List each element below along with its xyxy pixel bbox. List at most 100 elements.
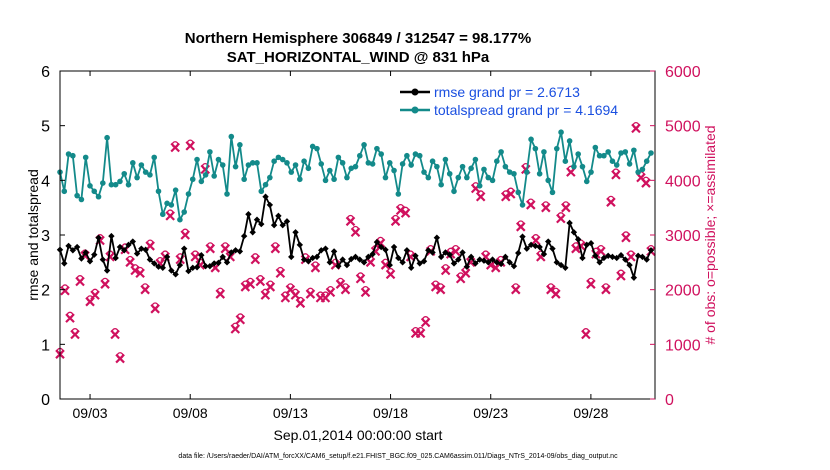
obs-assimilated-point	[165, 211, 175, 221]
obs-assimilated-point	[250, 254, 261, 265]
rmse-point	[356, 256, 363, 263]
y-tick-label-right: 3000	[665, 228, 701, 245]
obs-assimilated-point	[440, 265, 451, 276]
rmse-point	[193, 264, 201, 271]
rmse-point	[159, 264, 166, 271]
obs-assimilated-point	[510, 284, 521, 295]
obs-assimilated-point	[586, 279, 596, 289]
totalspread-point	[249, 160, 256, 166]
rmse-point	[497, 260, 505, 268]
totalspread-point	[241, 176, 247, 183]
rmse-point	[78, 255, 85, 262]
obs-assimilated-point	[270, 243, 281, 254]
totalspread-point	[125, 181, 132, 188]
totalspread-point	[245, 162, 252, 168]
obs-assimilated-point	[606, 197, 616, 207]
totalspread-point	[622, 149, 629, 155]
totalspread-point	[335, 154, 342, 161]
rmse-point	[146, 256, 154, 263]
rmse-point	[626, 261, 633, 269]
rmse-point	[305, 258, 312, 265]
rmse-point	[95, 234, 102, 241]
rmse-point	[202, 262, 209, 270]
totalspread-point	[596, 152, 603, 159]
rmse-point	[206, 262, 214, 270]
rmse-point	[390, 243, 398, 251]
totalspread-point	[288, 169, 295, 175]
totalspread-point	[344, 174, 350, 181]
obs-assimilated-point	[60, 285, 70, 296]
totalspread-point	[541, 149, 547, 155]
rmse-point	[459, 249, 466, 256]
obs-assimilated-point	[150, 304, 160, 314]
obs-assimilated-point	[340, 284, 351, 295]
rmse-point	[467, 253, 475, 261]
totalspread-point	[626, 161, 633, 167]
obs-assimilated-point	[190, 252, 201, 262]
totalspread-point	[134, 174, 140, 181]
x-tick-label: 09/18	[373, 405, 408, 421]
totalspread-point	[536, 170, 543, 177]
rmse-point	[210, 260, 218, 267]
rmse-point	[416, 260, 423, 267]
totalspread-point	[254, 160, 260, 166]
totalspread-point	[485, 174, 492, 181]
totalspread-point	[159, 211, 166, 218]
obs-assimilated-point	[140, 284, 150, 295]
rmse-point	[249, 229, 256, 236]
totalspread-point	[528, 136, 534, 143]
obs-assimilated-point	[475, 191, 486, 202]
totalspread-point	[78, 196, 85, 203]
obs-assimilated-point	[170, 142, 180, 153]
totalspread-point	[228, 133, 235, 140]
totalspread-point	[181, 209, 187, 215]
rmse-point	[403, 247, 411, 254]
rmse-point	[151, 260, 158, 267]
totalspread-point	[442, 156, 449, 163]
obs-assimilated-point	[556, 213, 566, 224]
obs-assimilated-point	[180, 230, 190, 240]
totalspread-point	[301, 158, 307, 164]
totalspread-point	[172, 187, 179, 193]
y-tick-label-left: 6	[41, 64, 50, 81]
rmse-point	[502, 253, 509, 261]
totalspread-point	[207, 149, 213, 155]
legend-box	[398, 80, 652, 120]
obs-assimilated-point	[566, 167, 576, 177]
obs-assimilated-point	[295, 298, 306, 309]
rmse-point	[108, 232, 115, 240]
totalspread-point	[117, 178, 123, 185]
totalspread-point	[219, 162, 226, 168]
totalspread-point	[95, 193, 102, 200]
rmse-point	[86, 258, 94, 265]
obs-assimilated-point	[531, 235, 541, 246]
totalspread-point	[451, 188, 457, 195]
obs-assimilated-point	[355, 273, 366, 284]
rmse-point	[288, 253, 295, 261]
totalspread-point	[164, 200, 170, 207]
totalspread-point	[434, 163, 440, 170]
totalspread-point	[421, 169, 427, 175]
obs-assimilated-point	[110, 329, 120, 340]
totalspread-point	[592, 144, 599, 151]
rmse-point	[485, 259, 492, 266]
totalspread-point	[382, 174, 389, 181]
totalspread-point	[151, 154, 158, 161]
totalspread-point	[365, 160, 372, 166]
obs-assimilated-point	[205, 243, 216, 254]
totalspread-point	[331, 176, 337, 183]
legend-rmse-marker	[411, 88, 419, 96]
totalspread-point	[202, 172, 209, 178]
totalspread-point	[322, 177, 329, 184]
totalspread-point	[494, 158, 500, 164]
rmse-point	[309, 254, 316, 262]
rmse-point	[549, 245, 556, 252]
totalspread-point	[297, 176, 303, 183]
obs-assimilated-point	[305, 289, 316, 299]
totalspread-point	[65, 151, 72, 157]
obs-assimilated-point	[240, 282, 251, 292]
totalspread-point	[258, 188, 265, 195]
totalspread-point	[361, 142, 367, 148]
rmse-point	[510, 262, 518, 270]
obs-assimilated-point	[415, 328, 426, 339]
